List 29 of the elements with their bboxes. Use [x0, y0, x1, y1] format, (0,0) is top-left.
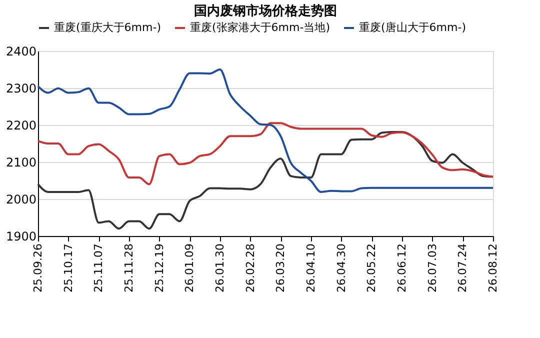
line-series: [37, 122, 494, 186]
x-tick-label: 26.06.12: [396, 244, 408, 292]
legend-label: 重废(重庆大于6mm-): [54, 21, 161, 34]
legend-label: 重废(张家港大于6mm-当地): [190, 21, 330, 34]
x-tick-label: 26.07.24: [456, 244, 470, 292]
x-tick-label: 26.01.09: [183, 244, 196, 292]
y-tick-label: 1900: [6, 230, 36, 244]
x-tick-label: 26.02.28: [244, 244, 257, 292]
y-tick-label: 2000: [6, 192, 36, 206]
legend-label: 重废(唐山大于6mm-): [359, 21, 466, 34]
x-tick-label: 26.05.22: [365, 244, 378, 292]
x-tick-label: 26.07.03: [426, 244, 439, 292]
line-series: [37, 68, 494, 193]
chart-title: 国内废钢市场价格走势图: [194, 3, 337, 19]
x-tick-label: 26.04.10: [304, 244, 318, 292]
y-tick-label: 2400: [6, 44, 36, 58]
x-tick-label: 26.01.30: [214, 244, 226, 292]
x-tick-label: 26.08.12: [486, 244, 500, 292]
x-tick-label: 25.12.19: [152, 244, 166, 292]
y-tick-label: 2200: [6, 118, 36, 132]
x-tick-label: 25.11.28: [122, 244, 136, 292]
y-tick-label: 2100: [6, 156, 36, 170]
y-tick-label: 2300: [6, 82, 36, 96]
x-tick-label: 25.09.26: [32, 244, 44, 292]
line-series: [37, 131, 494, 230]
x-tick-label: 25.10.17: [62, 244, 75, 292]
x-tick-label: 25.11.07: [92, 244, 106, 292]
x-tick-label: 26.04.30: [334, 244, 348, 292]
x-tick-label: 26.03.20: [274, 244, 288, 292]
